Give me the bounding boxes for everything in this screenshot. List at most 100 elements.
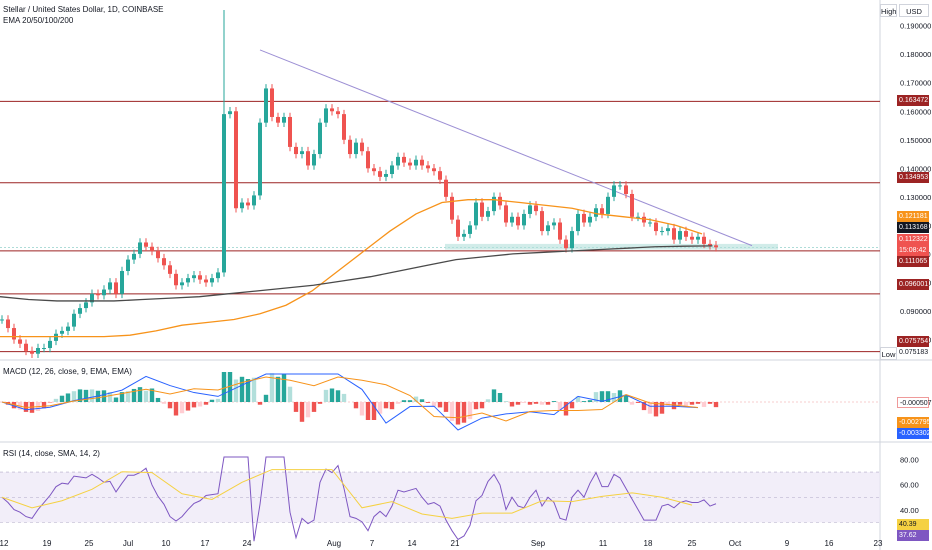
x-tick-label: Oct (729, 539, 742, 548)
ema-dark-line (0, 245, 713, 302)
candle-body (96, 293, 100, 296)
macd-histogram-bar (167, 402, 173, 409)
macd-histogram-bar (605, 391, 611, 402)
x-tick-label: Aug (327, 539, 341, 548)
macd-histogram-bar (173, 402, 179, 416)
macd-histogram-bar (293, 402, 299, 412)
candle-body (444, 179, 448, 197)
candle-body (186, 278, 190, 283)
price-tick-label: 0.140000 (900, 164, 931, 173)
macd-histogram-bar (227, 372, 233, 402)
price-tag-level-4: 0.075754 (897, 336, 929, 347)
macd-histogram-bar (353, 402, 359, 409)
macd-histogram-bar (221, 372, 227, 402)
macd-histogram-bar (59, 395, 65, 402)
macd-histogram-bar (425, 402, 431, 403)
macd-histogram-bar (377, 402, 383, 414)
macd-histogram-bar (119, 392, 125, 402)
macd-histogram-bar (497, 393, 503, 402)
candle-body (498, 196, 502, 206)
rsi-legend[interactable]: RSI (14, close, SMA, 14, 2) (3, 449, 100, 458)
macd-histogram-bar (551, 401, 557, 402)
macd-histogram-bar (587, 400, 593, 402)
macd-histogram-bar (209, 399, 215, 402)
macd-histogram-bar (695, 402, 701, 404)
macd-histogram-bar (419, 399, 425, 402)
price-tag-level-1: 0.134953 (897, 172, 929, 183)
candle-body (162, 258, 166, 266)
candle-body (714, 245, 718, 248)
macd-histogram-bar (23, 402, 29, 412)
macd-histogram-bar (407, 400, 413, 402)
macd-histogram-bar (137, 387, 143, 402)
macd-value-tag: -0.000507 (897, 397, 932, 408)
currency-button[interactable]: USD (899, 4, 929, 17)
macd-legend[interactable]: MACD (12, 26, close, 9, EMA, EMA) (3, 367, 132, 376)
candle-body (144, 242, 148, 247)
candle-body (60, 330, 64, 334)
macd-histogram-bar (53, 398, 59, 402)
candle-body (54, 333, 58, 341)
x-tick-label: 19 (43, 539, 52, 548)
macd-histogram-bar (581, 401, 587, 402)
macd-histogram-bar (473, 402, 479, 410)
price-tick-label: 0.180000 (900, 50, 931, 59)
macd-histogram-bar (515, 402, 521, 405)
ema-legend[interactable]: EMA 20/50/100/200 (3, 16, 74, 25)
high-toggle[interactable]: High (880, 4, 897, 17)
candle-body (660, 231, 664, 233)
macd-histogram-bar (359, 402, 365, 416)
price-tick-label: 0.160000 (900, 107, 931, 116)
candle-body (216, 272, 220, 279)
x-tick-label: 24 (243, 539, 252, 548)
macd-histogram-bar (467, 402, 473, 420)
price-tag-level-2: 0.111065 (897, 256, 929, 267)
candle-body (84, 302, 88, 309)
candle-body (150, 246, 154, 252)
macd-histogram-bar (335, 390, 341, 402)
candle-body (348, 139, 352, 155)
candle-body (588, 216, 592, 223)
macd-signal-line (1, 376, 699, 422)
macd-line-tag: -0.003302 (897, 428, 931, 439)
macd-histogram-bar (257, 402, 263, 405)
macd-histogram-bar (125, 391, 131, 402)
candle-body (384, 174, 388, 177)
macd-histogram-bar (83, 389, 89, 402)
price-tag-ema-a: 0.121181 (897, 211, 929, 222)
candle-body (234, 111, 238, 209)
x-tick-label: 25 (85, 539, 94, 548)
rsi-ma-line (1, 469, 693, 519)
candle-body (354, 142, 358, 155)
macd-histogram-bar (623, 394, 629, 402)
macd-signal-tag: -0.002795 (897, 417, 931, 428)
candle-body (120, 271, 124, 294)
candle-body (708, 243, 712, 246)
rsi-tick-label: 60.00 (900, 481, 919, 490)
candle-body (282, 116, 286, 123)
candle-body (372, 168, 376, 172)
macd-histogram-bar (689, 402, 695, 405)
candle-body (30, 350, 34, 354)
chart-title: Stellar / United States Dollar, 1D, COIN… (3, 5, 164, 14)
x-tick-label: 7 (370, 539, 375, 548)
candle-body (528, 205, 532, 214)
candle-body (210, 278, 214, 283)
candle-body (192, 275, 196, 279)
macd-histogram-bar (569, 402, 575, 409)
macd-histogram-bar (233, 379, 239, 402)
macd-histogram-bar (311, 402, 317, 412)
macd-histogram-bar (101, 390, 107, 402)
macd-histogram-bar (395, 402, 401, 404)
macd-histogram-bar (107, 392, 113, 402)
price-tag-high: 0.163472 (897, 95, 929, 106)
candle-body (510, 216, 514, 223)
candle-body (696, 236, 700, 240)
low-label: Low (880, 347, 897, 360)
candle-body (72, 313, 76, 327)
macd-histogram-bar (215, 398, 221, 402)
macd-histogram-bar (317, 402, 323, 404)
x-tick-label: 23 (874, 539, 883, 548)
candle-body (108, 282, 112, 290)
